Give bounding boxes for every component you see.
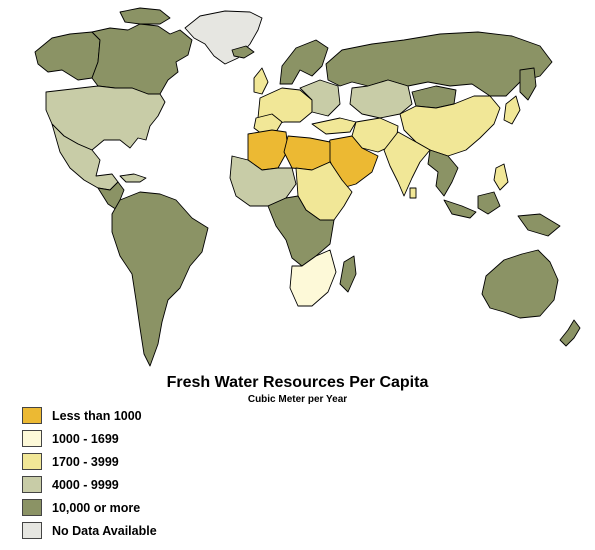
region-new-guinea xyxy=(517,213,561,237)
region-indonesia xyxy=(443,199,477,219)
region-kamchatka xyxy=(519,67,537,101)
region-turkey xyxy=(311,117,357,135)
region-new-zealand xyxy=(559,319,581,347)
region-central-africa xyxy=(267,195,335,267)
map-title: Fresh Water Resources Per Capita xyxy=(166,374,429,391)
region-borneo xyxy=(477,191,501,215)
region-canada-islands xyxy=(119,7,171,25)
legend-label: No Data Available xyxy=(52,524,157,538)
region-alaska xyxy=(34,31,101,81)
legend-swatch xyxy=(22,476,42,493)
legend-label: Less than 1000 xyxy=(52,409,142,423)
legend-swatch xyxy=(22,453,42,470)
region-se-asia xyxy=(427,149,459,197)
region-mexico xyxy=(51,123,119,191)
region-southern-africa xyxy=(289,249,337,307)
region-australia xyxy=(481,249,559,319)
region-russia xyxy=(325,31,553,97)
legend-label: 10,000 or more xyxy=(52,501,141,515)
legend-label: 1700 - 3999 xyxy=(52,455,119,469)
region-japan xyxy=(503,95,521,125)
region-philippines xyxy=(493,163,509,191)
region-caribbean xyxy=(119,173,147,183)
region-iceland xyxy=(231,45,255,59)
legend-swatch xyxy=(22,407,42,424)
legend-swatch xyxy=(22,522,42,539)
region-central-asia xyxy=(349,79,413,119)
map-subtitle: Cubic Meter per Year xyxy=(247,394,348,405)
legend-swatch xyxy=(22,499,42,516)
region-madagascar xyxy=(339,255,357,293)
legend-label: 1000 - 1699 xyxy=(52,432,119,446)
region-sri-lanka xyxy=(409,187,417,199)
region-south-america xyxy=(111,191,209,367)
region-scandinavia xyxy=(279,39,329,85)
region-india xyxy=(383,131,431,197)
legend-label: 4000 - 9999 xyxy=(52,478,119,492)
world-map xyxy=(34,7,581,367)
legend-swatch xyxy=(22,430,42,447)
region-eastern-europe xyxy=(299,79,341,117)
region-uk xyxy=(253,67,269,95)
region-canada xyxy=(91,23,193,95)
region-west-africa xyxy=(229,155,297,207)
region-greenland xyxy=(184,10,263,65)
